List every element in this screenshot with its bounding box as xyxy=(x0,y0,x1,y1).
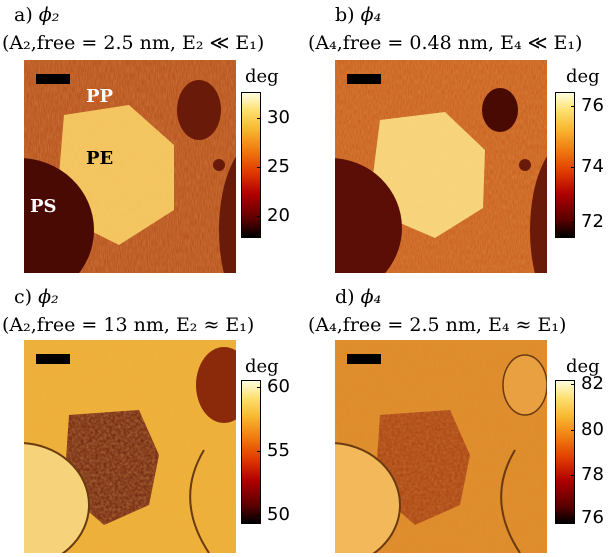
colorbar-unit: deg xyxy=(566,66,600,87)
colorbar-a xyxy=(241,92,261,238)
phase-map-c-image xyxy=(24,340,236,553)
colorbar-tick-mark xyxy=(257,387,261,389)
panel-condition: (A₄,free = 2.5 nm, E₄ ≈ E₁) xyxy=(308,314,567,336)
colorbar-tick-label: 30 xyxy=(267,106,290,128)
scale-bar xyxy=(36,74,70,84)
phase-map-d-image xyxy=(335,340,547,553)
panel-condition: (A₂,free = 13 nm, E₂ ≈ E₁) xyxy=(2,314,255,336)
colorbar-tick-label: 72 xyxy=(581,210,604,232)
colorbar-tick-label: 82 xyxy=(581,373,604,395)
phase-map-d xyxy=(335,340,547,553)
scale-bar xyxy=(347,354,381,364)
scale-bar xyxy=(347,74,381,84)
panel-condition: (A₄,free = 0.48 nm, E₄ ≪ E₁) xyxy=(308,32,583,54)
colorbar-tick-label: 55 xyxy=(267,440,290,461)
panel-letter: d) xyxy=(335,286,355,308)
panel-condition: (A₂,free = 2.5 nm, E₂ ≪ E₁) xyxy=(2,32,265,54)
scale-bar xyxy=(36,354,70,364)
colorbar-d xyxy=(555,380,575,524)
colorbar-tick-mark xyxy=(571,221,575,223)
panel-label: b) ϕ₄ xyxy=(335,4,381,26)
colorbar-tick-mark xyxy=(571,166,575,168)
colorbar-c xyxy=(241,380,261,524)
phase-map-a-image xyxy=(24,60,236,273)
colorbar-tick-label: 76 xyxy=(581,506,604,528)
panel-symbol: ϕ₂ xyxy=(38,4,60,26)
region-label-ps: PS xyxy=(30,196,57,217)
panel-letter: b) xyxy=(335,4,355,26)
colorbar-unit: deg xyxy=(566,356,600,377)
colorbar-tick-label: 80 xyxy=(581,418,604,440)
region-label-pp: PP xyxy=(86,86,114,107)
colorbar-unit: deg xyxy=(245,356,279,377)
colorbar-unit: deg xyxy=(245,66,279,87)
colorbar-tick-mark xyxy=(571,384,575,386)
colorbar-tick-mark xyxy=(257,514,261,516)
colorbar-b xyxy=(555,92,575,238)
panel-symbol: ϕ₄ xyxy=(360,4,382,26)
colorbar-tick-mark xyxy=(571,517,575,519)
colorbar-tick-mark xyxy=(257,117,261,119)
panel-label: d) ϕ₄ xyxy=(335,286,381,308)
colorbar-tick-label: 25 xyxy=(267,155,290,177)
panel-letter: c) xyxy=(14,286,33,308)
colorbar-tick-label: 78 xyxy=(581,464,604,486)
colorbar-tick-mark xyxy=(257,166,261,168)
panel-label: a) ϕ₂ xyxy=(14,4,59,26)
colorbar-tick-label: 76 xyxy=(581,95,604,117)
phase-map-a: PP PE PS xyxy=(24,60,236,273)
colorbar-tick-mark xyxy=(571,475,575,477)
colorbar-tick-mark xyxy=(571,106,575,108)
colorbar-tick-mark xyxy=(257,215,261,217)
panel-letter: a) xyxy=(14,4,33,26)
colorbar-tick-label: 20 xyxy=(267,204,290,226)
colorbar-tick-label: 60 xyxy=(267,376,290,398)
panel-symbol: ϕ₂ xyxy=(38,286,59,308)
phase-map-c xyxy=(24,340,236,553)
colorbar-tick-label: 50 xyxy=(267,503,290,525)
phase-map-b xyxy=(335,60,547,273)
region-label-pe: PE xyxy=(86,148,114,169)
colorbar-tick-label: 74 xyxy=(581,155,604,177)
colorbar-tick-mark xyxy=(571,429,575,431)
phase-map-b-image xyxy=(335,60,547,273)
colorbar-tick-mark xyxy=(257,451,261,452)
panel-symbol: ϕ₄ xyxy=(360,286,382,308)
panel-label: c) ϕ₂ xyxy=(14,286,59,308)
